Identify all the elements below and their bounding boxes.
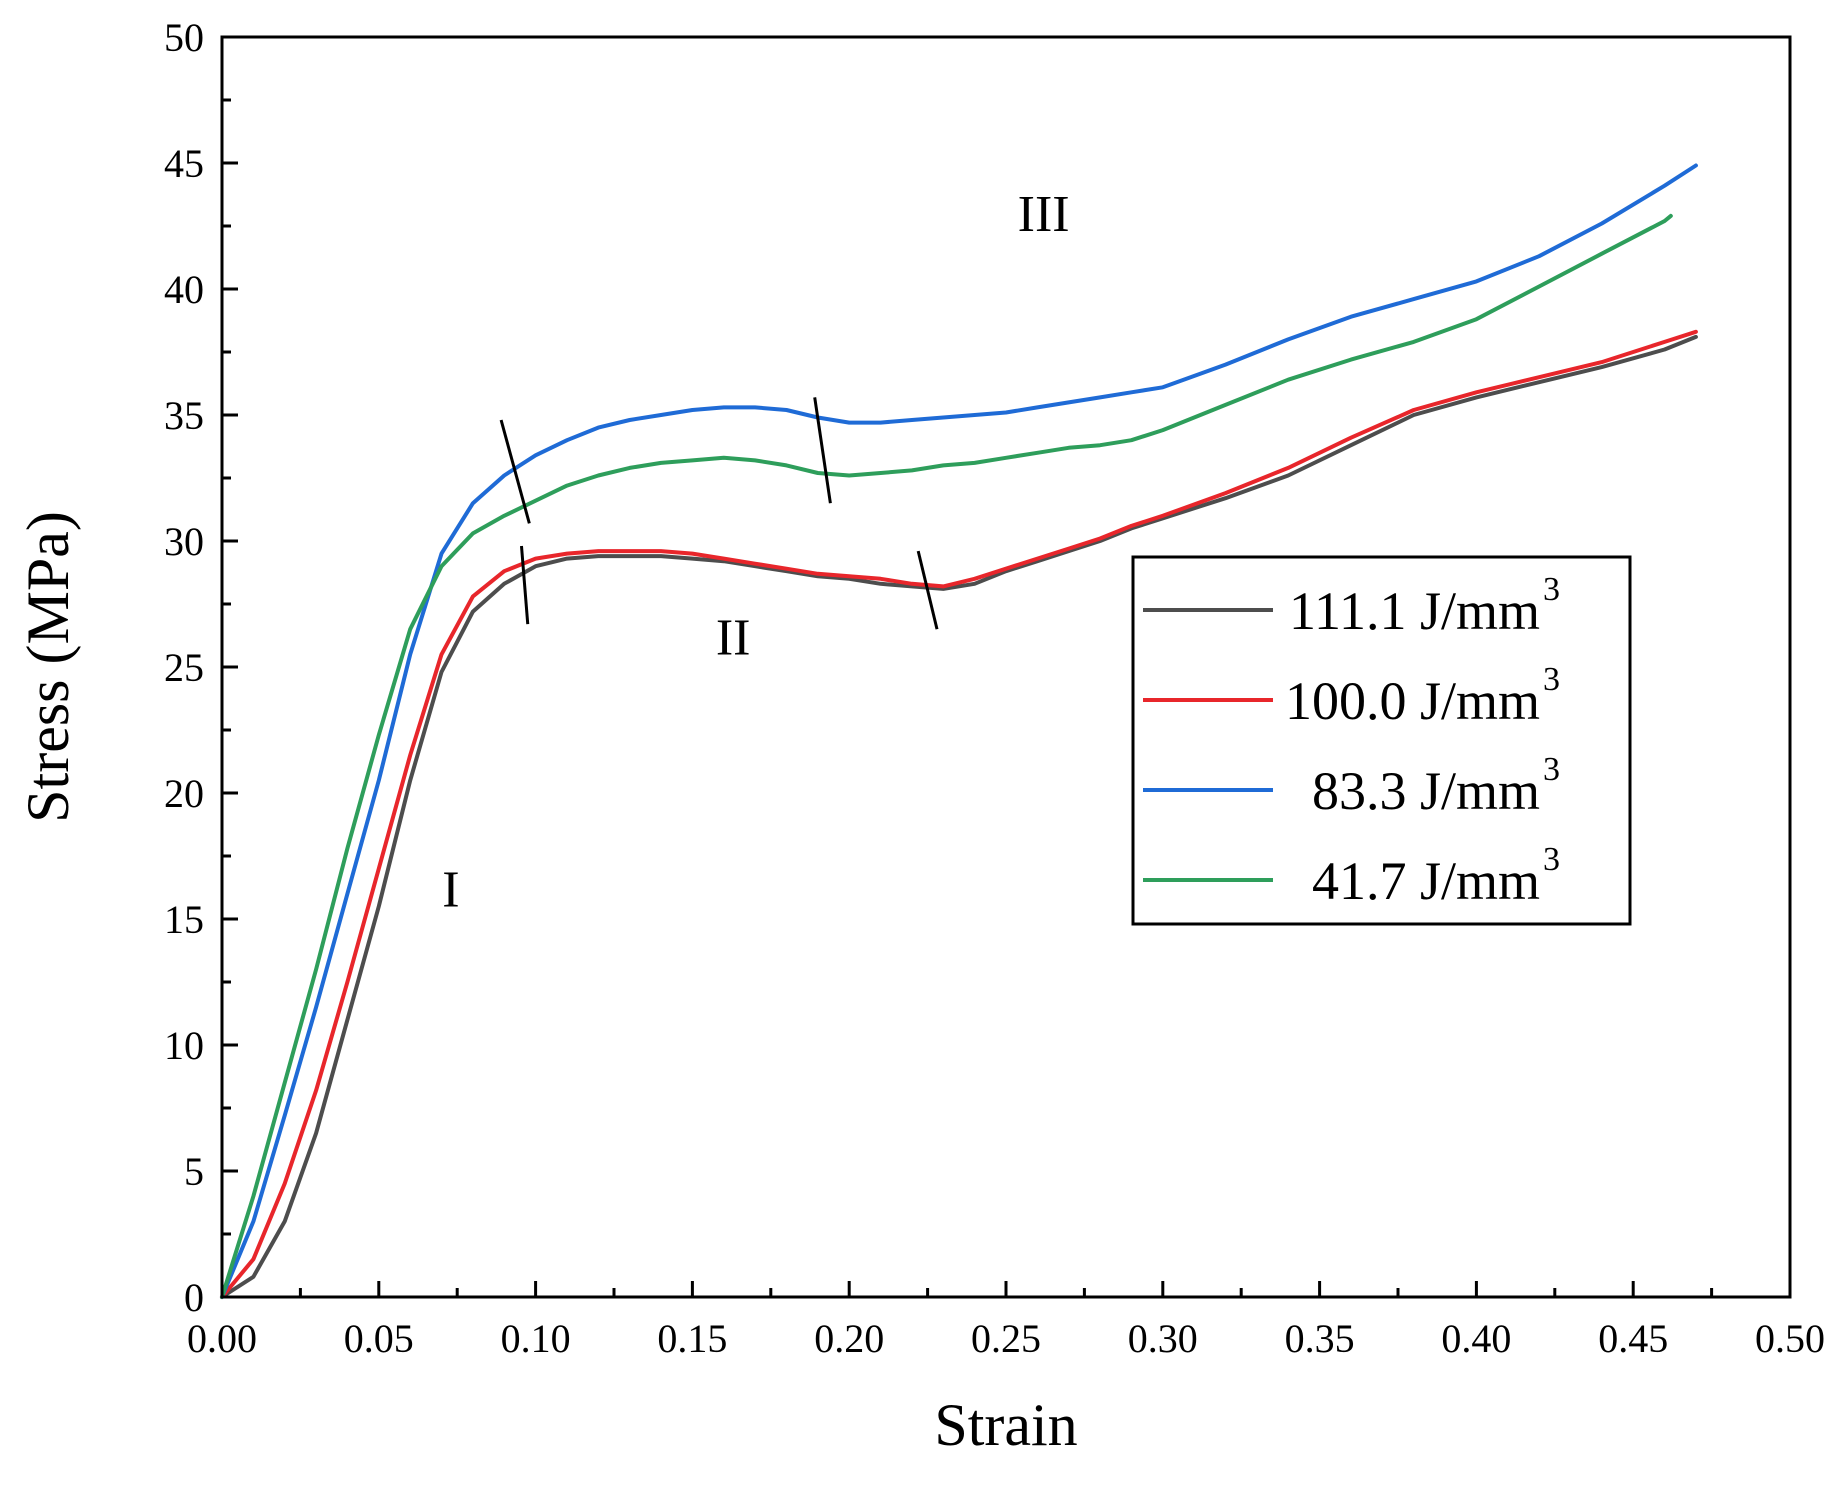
legend-label: 83.3 J/mm bbox=[1312, 761, 1540, 821]
legend-label: 111.1 J/mm bbox=[1289, 581, 1540, 641]
region-boundary-mark bbox=[916, 550, 939, 630]
x-tick-label: 0.45 bbox=[1598, 1316, 1668, 1361]
y-tick-label: 45 bbox=[164, 141, 204, 186]
y-tick-label: 15 bbox=[164, 897, 204, 942]
y-tick-label: 10 bbox=[164, 1023, 204, 1068]
series-line bbox=[220, 329, 1698, 1299]
legend-label: 100.0 J/mm bbox=[1285, 671, 1540, 731]
region-label: II bbox=[716, 609, 751, 666]
legend-label-superscript: 3 bbox=[1543, 661, 1560, 698]
region-boundary-mark bbox=[813, 397, 832, 504]
y-axis-title: Stress (MPa) bbox=[15, 511, 81, 823]
y-tick-label: 5 bbox=[184, 1149, 204, 1194]
legend-label-superscript: 3 bbox=[1543, 571, 1560, 608]
y-tick-label: 40 bbox=[164, 267, 204, 312]
x-tick-label: 0.40 bbox=[1441, 1316, 1511, 1361]
legend-box bbox=[1131, 555, 1632, 926]
series-line bbox=[220, 213, 1673, 1299]
x-tick-label: 0.50 bbox=[1755, 1316, 1825, 1361]
x-tick-label: 0.05 bbox=[344, 1316, 414, 1361]
x-tick-label: 0.10 bbox=[501, 1316, 571, 1361]
x-tick-label: 0.25 bbox=[971, 1316, 1041, 1361]
x-tick-label: 0.35 bbox=[1285, 1316, 1355, 1361]
legend-label: 41.7 J/mm bbox=[1312, 851, 1540, 911]
x-axis-title: Strain bbox=[934, 1392, 1077, 1458]
x-tick-label: 0.00 bbox=[187, 1316, 257, 1361]
y-tick-label: 35 bbox=[164, 393, 204, 438]
x-tick-label: 0.20 bbox=[814, 1316, 884, 1361]
region-label: III bbox=[1018, 186, 1070, 243]
region-boundary-marks bbox=[499, 397, 939, 630]
legend-label-superscript: 3 bbox=[1543, 751, 1560, 788]
series-line bbox=[220, 334, 1698, 1299]
x-tick-label: 0.30 bbox=[1128, 1316, 1198, 1361]
region-boundary-mark bbox=[519, 545, 530, 625]
series-lines bbox=[220, 163, 1698, 1299]
region-label: I bbox=[442, 861, 459, 918]
series-line bbox=[220, 163, 1698, 1299]
x-tick-label: 0.15 bbox=[657, 1316, 727, 1361]
y-tick-label: 0 bbox=[184, 1275, 204, 1320]
y-tick-label: 20 bbox=[164, 771, 204, 816]
y-tick-label: 25 bbox=[164, 645, 204, 690]
legend-label-superscript: 3 bbox=[1543, 841, 1560, 878]
y-tick-label: 30 bbox=[164, 519, 204, 564]
y-tick-label: 50 bbox=[164, 15, 204, 60]
axis-ticks: 0.00 0.05 0.10 0.15 0.20 0.25 0.30 0.35 0.40 0.45… bbox=[164, 15, 1825, 1361]
region-boundary-mark bbox=[499, 419, 531, 524]
